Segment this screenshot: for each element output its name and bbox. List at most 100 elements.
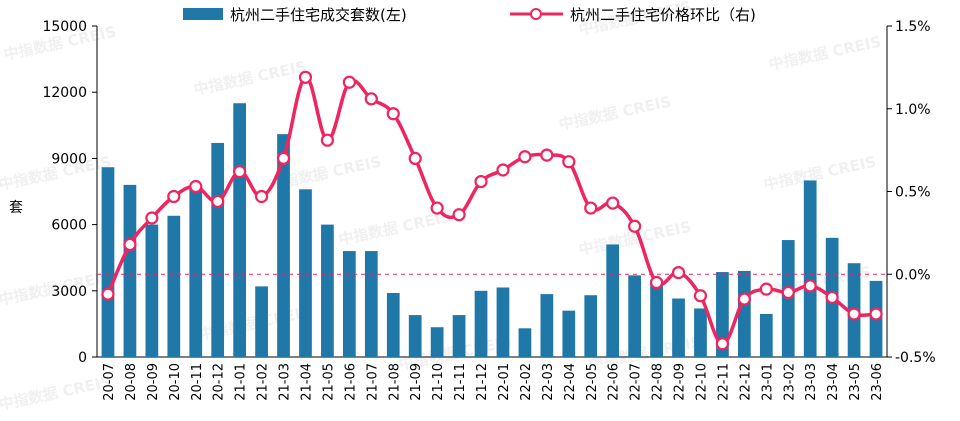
bar — [364, 251, 378, 357]
bar — [255, 286, 268, 357]
bar — [694, 308, 707, 357]
bar — [101, 167, 115, 357]
line-point — [298, 70, 313, 84]
x-tick-label: 21-10 — [431, 363, 446, 401]
y-right-tick-label: 0.0% — [895, 267, 931, 283]
bar — [167, 215, 181, 357]
line-point — [628, 219, 642, 233]
x-tick-label: 21-07 — [365, 363, 380, 401]
y-left-tick-label: 9000 — [51, 151, 87, 167]
line-point — [101, 287, 115, 301]
bar — [650, 279, 663, 357]
x-tick-label: 22-02 — [519, 363, 534, 401]
x-tick-label: 22-07 — [629, 363, 644, 401]
y-left-tick-label: 0 — [78, 350, 87, 366]
bar — [452, 315, 466, 357]
x-tick-label: 22-05 — [585, 363, 600, 401]
bar — [189, 187, 203, 357]
bar — [716, 272, 729, 357]
bar — [737, 270, 751, 357]
x-tick-label: 21-04 — [299, 363, 314, 401]
watermark-text: 中指数据 CREIS — [192, 58, 308, 99]
y-left-axis-label: 套 — [9, 200, 23, 216]
watermark-text: 中指数据 CREIS — [767, 33, 883, 74]
legend-line-marker — [530, 8, 542, 20]
y-right-tick-label: 1.0% — [895, 102, 931, 118]
line-point — [715, 337, 730, 351]
watermark-text: 中指数据 CREIS — [762, 153, 878, 194]
bar — [584, 295, 598, 357]
x-tick-label: 21-09 — [409, 363, 424, 401]
bar — [672, 298, 685, 357]
bar — [233, 103, 247, 357]
x-tick-label: 22-04 — [563, 363, 578, 401]
x-tick-label: 21-08 — [387, 363, 402, 401]
bar — [474, 290, 488, 357]
line-point — [474, 174, 488, 189]
line-point — [452, 208, 466, 222]
x-tick-label: 20-08 — [124, 363, 139, 401]
bar — [628, 275, 642, 357]
line-point — [825, 290, 839, 305]
line-point — [540, 148, 554, 162]
y-right-tick-label: 1.5% — [895, 19, 931, 35]
bar — [145, 224, 159, 357]
line-point — [693, 289, 708, 303]
bar — [408, 315, 422, 357]
bar — [277, 134, 290, 357]
x-tick-label: 21-12 — [475, 363, 490, 401]
line-point — [342, 75, 356, 89]
x-tick-label: 20-10 — [168, 363, 183, 401]
x-tick-label: 23-05 — [848, 363, 863, 401]
line-series — [101, 70, 883, 351]
line-point — [167, 189, 181, 204]
x-tick-label: 20-11 — [190, 363, 205, 401]
line-point — [737, 292, 751, 306]
line-point — [386, 107, 400, 121]
x-tick-label: 21-02 — [256, 363, 271, 401]
watermark-text: 中指数据 CREIS — [0, 373, 113, 414]
y-left-tick-label: 6000 — [51, 218, 87, 234]
x-tick-label: 23-01 — [760, 363, 775, 401]
x-tick-label: 22-06 — [607, 363, 622, 401]
bar — [430, 327, 444, 357]
legend-bar-swatch — [183, 8, 223, 20]
bar — [606, 244, 620, 357]
line-point — [320, 133, 335, 147]
line-point — [233, 165, 247, 179]
line-point — [649, 275, 664, 290]
y-left-tick-label: 12000 — [42, 85, 87, 101]
x-tick-label: 20-07 — [102, 363, 117, 401]
bar — [518, 328, 532, 357]
line-point — [847, 307, 861, 321]
line-point — [123, 237, 137, 252]
x-tick-label: 21-06 — [343, 363, 358, 401]
y-right-tick-label: -0.5% — [895, 350, 936, 366]
line-point — [759, 282, 773, 296]
bar — [211, 142, 225, 357]
x-tick-label: 23-02 — [782, 363, 797, 401]
x-tick-label: 22-10 — [694, 363, 709, 401]
x-tick-label: 22-09 — [673, 363, 688, 401]
legend-line-label: 杭州二手住宅价格环比（右) — [570, 6, 756, 24]
line-point — [518, 150, 532, 164]
bar — [562, 310, 576, 357]
x-tick-label: 22-03 — [541, 363, 556, 401]
y-right-axis-ticks: -0.5% 0.0% 0.5% 1.0% 1.5% — [887, 19, 936, 366]
line-point — [584, 201, 598, 215]
watermark-text: 中指数据 CREIS — [557, 93, 673, 134]
legend: 杭州二手住宅成交套数(左) 杭州二手住宅价格环比（右) — [183, 6, 756, 24]
x-tick-label: 23-06 — [870, 363, 885, 401]
line-point — [869, 307, 883, 321]
line-point — [276, 151, 291, 165]
bar — [321, 224, 334, 357]
legend-bar-label: 杭州二手住宅成交套数(左) — [230, 6, 407, 24]
x-tick-label: 21-01 — [234, 363, 249, 401]
bar — [803, 180, 817, 357]
bar — [759, 313, 773, 357]
x-tick-label: 21-05 — [321, 363, 336, 401]
line-point — [496, 163, 510, 177]
line-point — [189, 179, 203, 194]
x-tick-label: 22-12 — [738, 363, 753, 401]
